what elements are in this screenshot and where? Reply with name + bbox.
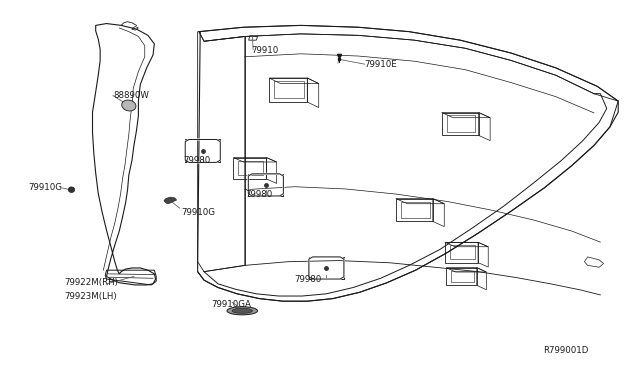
Text: 79910G: 79910G	[28, 183, 62, 192]
Text: 79910G: 79910G	[181, 208, 215, 217]
Text: R799001D: R799001D	[543, 346, 588, 355]
Text: 79910GA: 79910GA	[212, 300, 252, 310]
Polygon shape	[164, 197, 177, 204]
Text: 79923M(LH): 79923M(LH)	[64, 292, 116, 301]
Text: 79910: 79910	[251, 46, 278, 55]
Text: 79910E: 79910E	[365, 60, 397, 70]
Text: 79922M(RH): 79922M(RH)	[64, 278, 118, 287]
Text: 88890W: 88890W	[113, 91, 148, 100]
Text: 79980: 79980	[294, 275, 322, 283]
Text: 79980: 79980	[245, 190, 272, 199]
Ellipse shape	[122, 100, 136, 111]
Ellipse shape	[68, 187, 75, 192]
Ellipse shape	[227, 307, 257, 315]
Ellipse shape	[232, 308, 252, 313]
Text: 79980: 79980	[183, 155, 211, 165]
